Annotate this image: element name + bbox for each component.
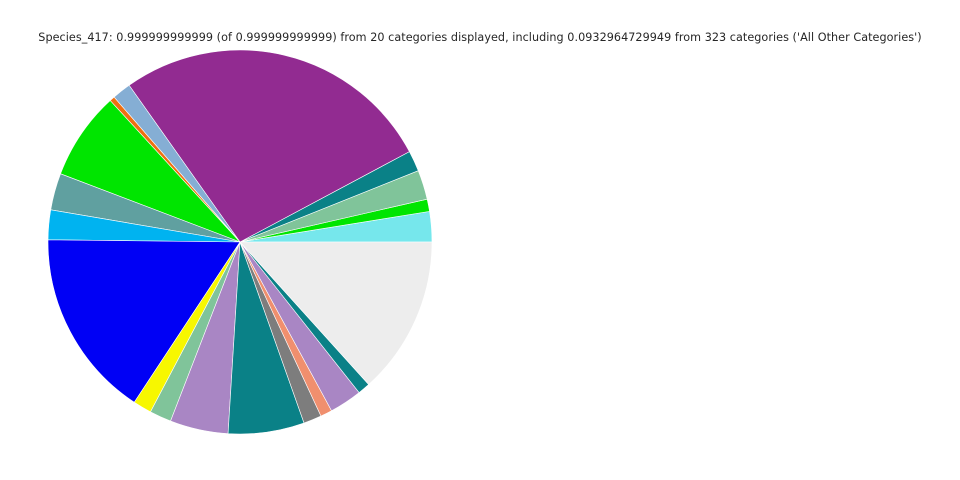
pie-wedge-group	[48, 50, 432, 434]
pie-wedge-05[interactable]	[128, 50, 410, 243]
chart-title: Species_417: 0.999999999999 (of 0.999999…	[38, 31, 922, 44]
pie-wedge-20[interactable]	[239, 241, 432, 385]
pie-wedge-11[interactable]	[48, 239, 241, 403]
pie-chart-svg	[48, 50, 432, 434]
pie-chart-area	[48, 50, 432, 434]
